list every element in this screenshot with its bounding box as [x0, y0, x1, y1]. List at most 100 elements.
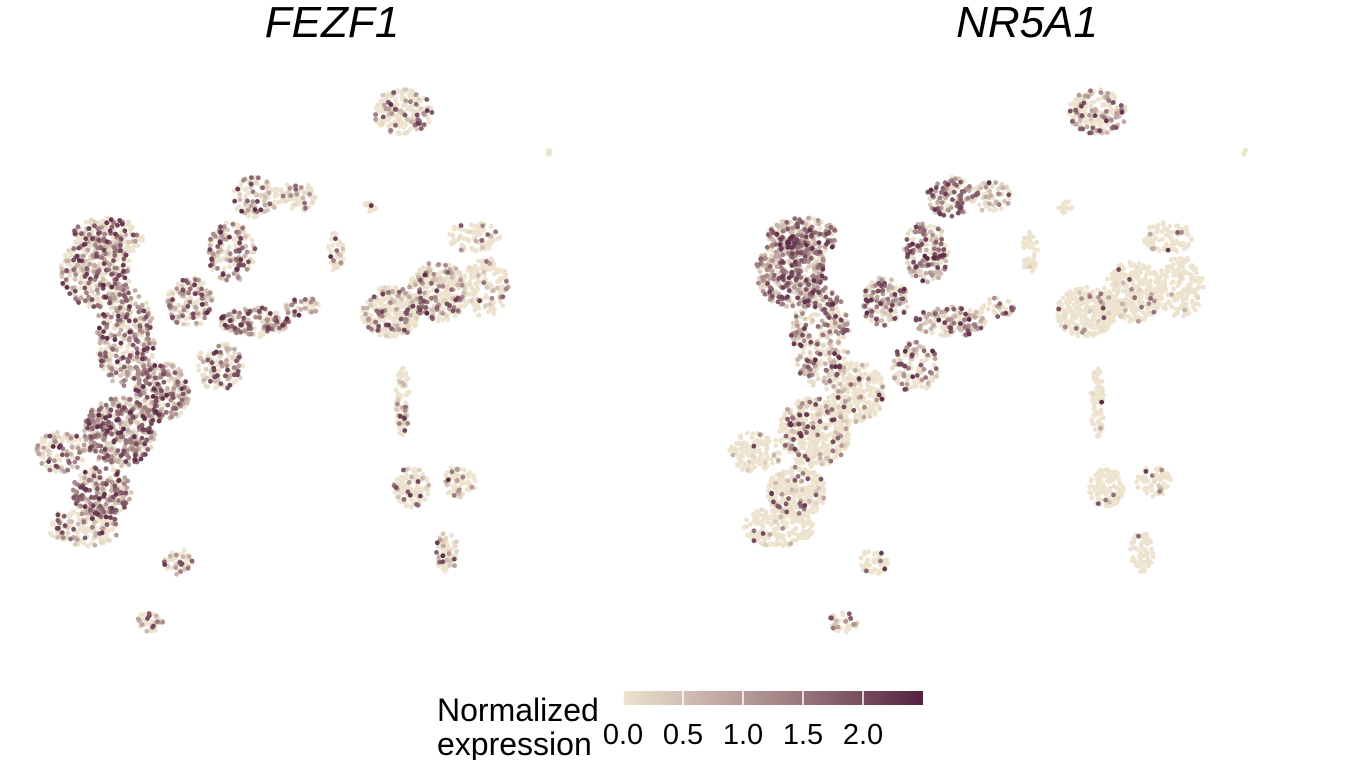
cell-point [266, 190, 272, 196]
cell-point [233, 378, 239, 383]
cell-point [238, 329, 244, 335]
cell-point [199, 292, 205, 298]
cell-point [232, 198, 238, 204]
cell-point [127, 396, 133, 402]
cell-point [68, 536, 73, 542]
cell-point [145, 335, 150, 341]
cell-point [131, 376, 137, 381]
cell-point [127, 329, 133, 335]
cell-point [83, 219, 89, 225]
cell-point [441, 538, 447, 543]
cell-point [122, 332, 128, 338]
cell-point [209, 297, 215, 303]
cell-point [394, 113, 399, 119]
cell-point [225, 367, 231, 373]
cell-point [403, 404, 408, 410]
cell-point [328, 254, 334, 259]
cell-point [234, 358, 239, 364]
cell-point [118, 248, 123, 253]
cell-point [106, 537, 112, 543]
cell-point [467, 229, 472, 235]
cell-point [274, 311, 280, 316]
cell-point [126, 455, 132, 460]
cell-point [230, 221, 236, 227]
cell-point [81, 519, 87, 525]
cell-point [310, 297, 316, 303]
cell-point [110, 527, 115, 532]
cell-point [83, 236, 89, 242]
cell-point [169, 414, 175, 420]
cell-point [234, 206, 240, 212]
cell-point [145, 331, 151, 337]
cell-point [458, 247, 464, 253]
cell-point [103, 481, 109, 487]
cell-point [97, 503, 103, 509]
cell-point [418, 106, 424, 112]
cell-point [489, 295, 495, 301]
cell-point [101, 247, 107, 253]
cell-point [123, 490, 129, 496]
cell-point [375, 107, 380, 112]
cell-point [201, 377, 207, 383]
cell-point [75, 224, 81, 230]
cell-point [303, 205, 308, 211]
cell-point [130, 248, 136, 254]
cell-point [68, 435, 74, 441]
cell-point [438, 292, 443, 298]
cell-point [424, 108, 430, 113]
cell-point [454, 549, 459, 554]
cell-point [82, 298, 88, 303]
cell-point [302, 305, 308, 311]
cell-point [465, 474, 471, 480]
cell-point [267, 201, 273, 207]
cell-point [96, 412, 102, 418]
cell-point [260, 185, 265, 191]
cell-point [72, 288, 78, 294]
cell-point [224, 363, 230, 369]
cell-point [64, 431, 70, 437]
cell-point [209, 256, 215, 262]
cell-point [113, 521, 119, 527]
cell-point [545, 151, 551, 157]
cell-point [238, 322, 244, 328]
cell-point [140, 427, 146, 432]
cell-point [447, 303, 452, 308]
cell-point [215, 244, 221, 249]
cell-point [136, 309, 142, 315]
cell-point [119, 221, 125, 227]
cell-point [396, 289, 402, 295]
cell-point [389, 111, 395, 116]
cell-point [178, 569, 184, 574]
cell-point [374, 308, 380, 314]
cell-point [193, 305, 199, 310]
cell-point [152, 403, 158, 409]
cell-point [123, 282, 129, 288]
cell-point [207, 290, 213, 296]
cell-point [833, 421, 838, 427]
cell-point [491, 311, 497, 316]
cell-point [491, 264, 497, 269]
cell-point [120, 262, 126, 268]
cell-point [121, 293, 127, 298]
cell-point [434, 550, 439, 555]
cell-point [114, 322, 120, 328]
cell-point [107, 300, 112, 306]
cell-point [399, 94, 405, 99]
cell-point [547, 148, 552, 153]
cell-point [142, 441, 148, 447]
cell-point [400, 372, 405, 378]
cell-point [93, 466, 99, 471]
cell-point [414, 126, 420, 132]
cell-point [101, 320, 107, 326]
cell-point [410, 303, 416, 309]
cell-point [186, 554, 192, 559]
cell-point [97, 261, 103, 266]
cell-point [118, 236, 124, 242]
cell-point [413, 282, 418, 288]
cell-point [83, 486, 89, 492]
cell-point [360, 305, 366, 311]
cell-point [113, 532, 119, 538]
cell-point [440, 311, 446, 316]
cell-point [120, 355, 126, 361]
cell-point [426, 482, 432, 488]
